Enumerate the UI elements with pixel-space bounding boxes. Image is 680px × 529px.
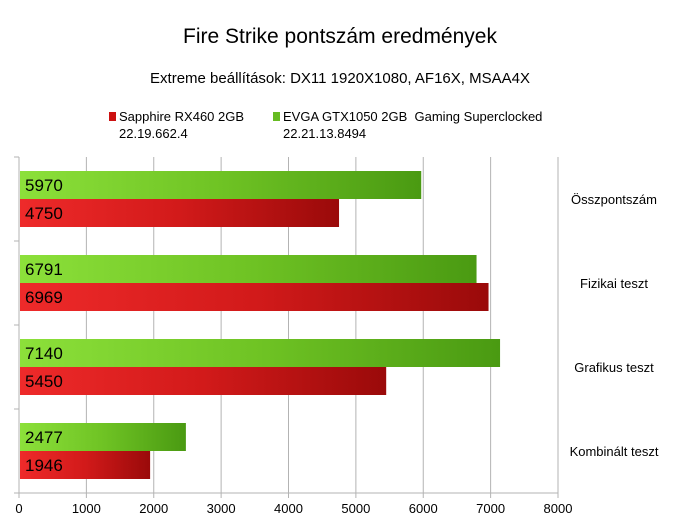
chart-title: Fire Strike pontszám eredmények (183, 25, 497, 48)
x-tick-label: 4000 (274, 501, 303, 516)
legend-swatch-red (109, 112, 116, 121)
x-tick-label: 7000 (476, 501, 505, 516)
x-tick-label: 3000 (207, 501, 236, 516)
legend-driver: 22.21.13.8494 (283, 126, 367, 141)
category-label: Grafikus teszt (574, 360, 654, 375)
x-tick-label: 1000 (72, 501, 101, 516)
bar (20, 199, 340, 227)
data-label: 2477 (25, 428, 63, 447)
bar (20, 339, 501, 367)
data-label: 1946 (25, 456, 63, 475)
x-tick-label: 0 (15, 501, 22, 516)
bar (20, 171, 422, 199)
x-tick-label: 2000 (139, 501, 168, 516)
category-label: Összpontszám (571, 192, 657, 207)
legend-item-sapphire: Sapphire RX460 2GB 22.19.662.4 (119, 108, 244, 142)
bar (20, 255, 477, 283)
x-tick-label: 8000 (544, 501, 573, 516)
bar (20, 451, 151, 479)
data-label: 4750 (25, 204, 63, 223)
category-label: Kombinált teszt (570, 444, 659, 459)
legend-label: Sapphire RX460 2GB (119, 109, 245, 124)
bar (20, 423, 186, 451)
bar (20, 367, 387, 395)
bar (20, 283, 489, 311)
x-tick-label: 6000 (409, 501, 438, 516)
data-label: 6969 (25, 288, 63, 307)
data-label: 5450 (25, 372, 63, 391)
legend-item-evga: EVGA GTX1050 2GB Gaming Superclocked 22.… (283, 108, 542, 142)
data-label: 7140 (25, 344, 63, 363)
category-label: Fizikai teszt (580, 276, 648, 291)
legend-label: EVGA GTX1050 2GB Gaming Superclocked (283, 109, 543, 124)
legend-driver: 22.19.662.4 (119, 126, 188, 141)
x-tick-label: 5000 (341, 501, 370, 516)
data-label: 5970 (25, 176, 63, 195)
data-label: 6791 (25, 260, 63, 279)
legend-swatch-green (273, 112, 280, 121)
chart-subtitle: Extreme beállítások: DX11 1920X1080, AF1… (150, 70, 530, 87)
